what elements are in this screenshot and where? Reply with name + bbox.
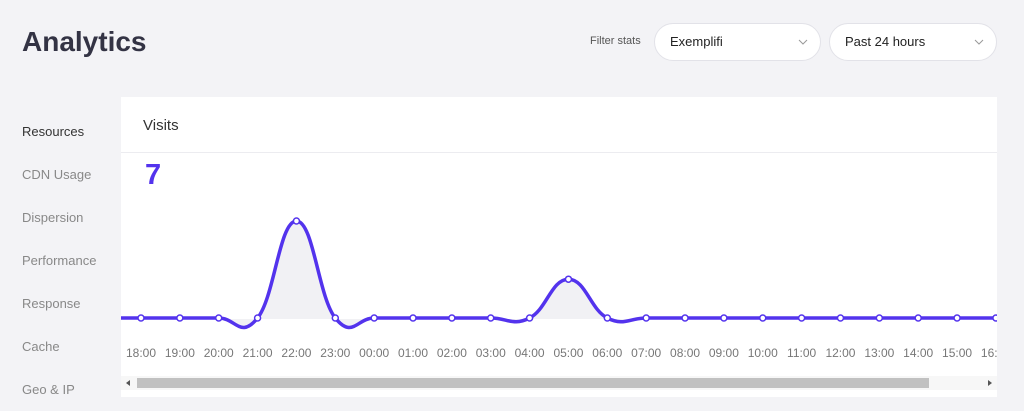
x-tick-label: 23:00 xyxy=(320,346,350,360)
point xyxy=(642,314,650,322)
point xyxy=(137,314,145,322)
point xyxy=(953,314,961,322)
x-tick-label: 07:00 xyxy=(631,346,661,360)
x-tick-label: 00:00 xyxy=(359,346,389,360)
x-tick-label: 18:00 xyxy=(126,346,156,360)
x-tick-label: 15:00 xyxy=(942,346,972,360)
page-title: Analytics xyxy=(22,26,147,57)
x-tick-label: 04:00 xyxy=(515,346,545,360)
point xyxy=(214,314,223,322)
chart-title: Visits xyxy=(143,117,179,134)
point xyxy=(797,314,806,322)
dropdown-text: Exemplifi xyxy=(670,34,723,49)
x-tick-label: 20:00 xyxy=(204,346,234,360)
nav-item[interactable]: Performance xyxy=(22,253,97,268)
chart: 18:00 19:00 20:00 21:00 22:00 23:00 00:00 01:00… xyxy=(121,217,997,360)
nav-item[interactable]: Dispersion xyxy=(22,210,84,225)
dropdown-text: Past 24 hours xyxy=(845,34,926,49)
point xyxy=(875,314,884,322)
nav-item[interactable]: Resources xyxy=(22,124,85,139)
chevron xyxy=(798,39,808,45)
x-tick-label: 05:00 xyxy=(553,346,583,360)
chevron xyxy=(974,39,984,45)
point xyxy=(603,314,612,322)
point xyxy=(176,314,184,322)
scroll-thumb[interactable] xyxy=(137,378,929,388)
x-tick-label: 01:00 xyxy=(398,346,428,360)
scroll-arrows xyxy=(126,380,992,386)
x-tick-label: 21:00 xyxy=(243,346,273,360)
site-dropdown[interactable]: Exemplifi xyxy=(654,23,821,61)
scrollbar[interactable] xyxy=(121,376,997,390)
nav-item[interactable]: Geo & IP xyxy=(22,382,75,397)
nav-item[interactable]: Cache xyxy=(22,339,60,354)
x-tick-label: 19:00 xyxy=(165,346,195,360)
point xyxy=(292,217,301,225)
point xyxy=(253,314,262,322)
point xyxy=(486,314,495,322)
x-tick-label: 13:00 xyxy=(864,346,894,360)
x-tick-label: 12:00 xyxy=(825,346,855,360)
point xyxy=(331,314,340,322)
x-tick-label: 09:00 xyxy=(709,346,739,360)
point xyxy=(759,314,767,322)
divider xyxy=(121,152,997,153)
x-tick-label: 11:00 xyxy=(787,346,816,360)
x-tick-label: 06:00 xyxy=(592,346,622,360)
period-dropdown[interactable]: Past 24 hours xyxy=(829,23,997,61)
point xyxy=(914,314,922,322)
point xyxy=(370,314,378,322)
point xyxy=(448,314,456,322)
x-tick-label: 02:00 xyxy=(437,346,467,360)
line xyxy=(141,219,996,330)
point xyxy=(564,275,573,283)
x-tick-label: 08:00 xyxy=(670,346,700,360)
x-tick-label: 14:00 xyxy=(903,346,933,360)
x-tick-label: 03:00 xyxy=(476,346,506,360)
total-value: 7 xyxy=(145,159,162,191)
point xyxy=(409,314,417,322)
point xyxy=(836,314,845,322)
point xyxy=(681,314,689,322)
x-tick-label: 22:00 xyxy=(281,346,311,360)
nav-item[interactable]: Response xyxy=(22,296,81,311)
filter-label: Filter stats xyxy=(590,35,641,47)
point xyxy=(992,314,997,322)
x-tick-label: 10:00 xyxy=(748,346,778,360)
point xyxy=(525,314,534,322)
chart-card: Visits 7 18:00 19:00 20:00 21:00 22:00 23:00 0… xyxy=(121,97,997,397)
point xyxy=(720,314,728,322)
nav-item[interactable]: CDN Usage xyxy=(22,167,92,182)
x-tick-label: 16:00 xyxy=(981,346,997,360)
area xyxy=(121,221,997,328)
